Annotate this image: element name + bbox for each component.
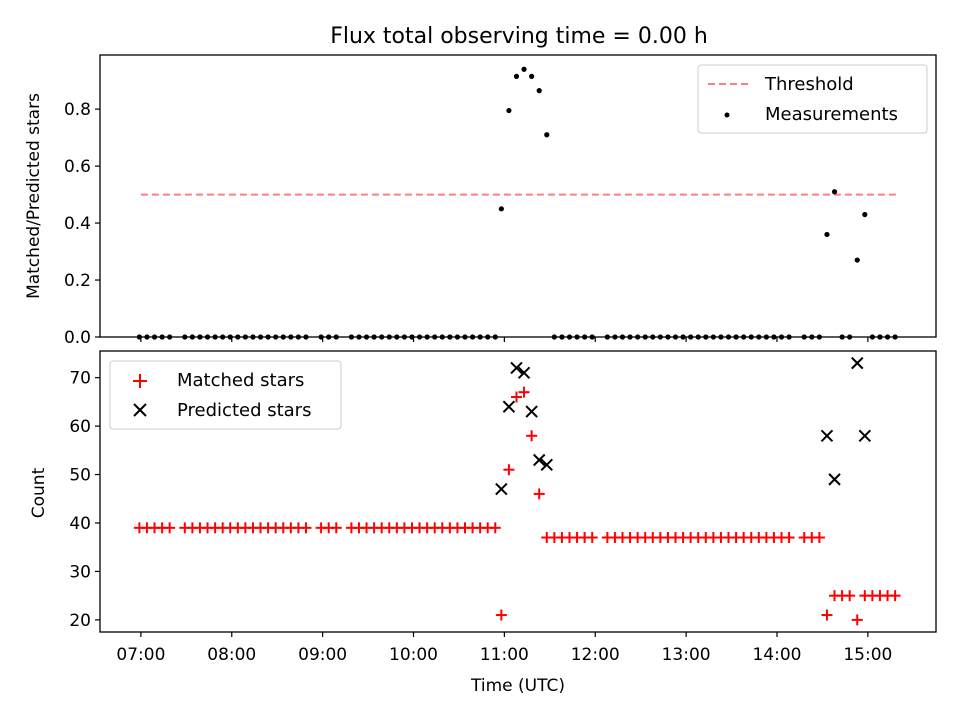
matched-star-point [783,532,795,544]
bottom-y-tick-label: 50 [69,466,91,486]
top-axes-frame [99,54,937,338]
matched-star-point [510,391,522,403]
bottom-legend-box [109,360,342,430]
measurement-point [831,189,838,195]
bottom-axes-frame [99,350,937,633]
top-y-tick-label: 0.0 [64,328,91,348]
matched-star-point [495,609,507,621]
x-tick-label: 07:00 [116,645,165,665]
bottom-y-axis: 20 30 40 50 60 70 [69,369,100,631]
predicted-star-point [495,482,508,496]
legend-matched-marker [133,374,147,388]
measurement-point [498,206,504,212]
predicted-star-point [828,473,841,486]
bottom-y-tick-label: 70 [69,369,91,389]
top-y-tick-label: 0.4 [64,214,91,234]
matched-star-point [533,488,545,500]
x-tick-label: 08:00 [207,645,256,665]
top-x-ticks [140,337,869,342]
x-tick-label: 14:00 [752,645,801,665]
measurement-point [862,211,868,218]
measurement-point [521,66,527,72]
matched-star-point [164,522,176,534]
bottom-legend: Matched stars Predicted stars [109,360,342,430]
legend-matched-label: Matched stars [177,370,304,391]
predicted-star-point [517,366,531,380]
matched-star-point [330,522,342,534]
bottom-y-tick-label: 30 [69,562,91,582]
x-tick-label: 09:00 [298,645,347,665]
top-panel: 0.00.20.40.60.8 Matched/Predicted stars … [24,54,937,348]
legend-threshold-label: Threshold [764,74,854,95]
bottom-y-axis-label: Count [29,467,49,518]
measurement-point [536,88,542,94]
x-axis: 07:00 08:00 09:00 10:00 11:00 12:00 13:00 14:00… [116,632,892,665]
x-tick-label: 10:00 [389,645,438,665]
top-y-axis: 0.0 0.2 0.4 0.6 0.8 [64,100,100,348]
bottom-panel: 07:00 08:00 09:00 10:00 11:00 12:00 13:00 14:00… [29,350,937,696]
measurement-point [544,132,550,138]
top-y-tick-label: 0.2 [64,271,91,291]
predicted-star-point [858,429,872,442]
matched-star-point [844,590,856,602]
matched-star-point [518,386,530,398]
x-tick-label: 12:00 [571,645,620,665]
predicted-star-point [851,356,864,370]
matched-star-point [586,532,598,544]
legend-measurements-label: Measurements [765,104,898,125]
predicted-star-point [540,458,553,472]
predicted-star-point [525,405,538,418]
top-y-tick-label: 0.8 [64,100,91,120]
matched-star-point [889,590,901,602]
bottom-y-tick-label: 20 [69,611,91,631]
top-y-tick-label: 0.6 [64,157,91,177]
predicted-star-point [510,361,523,375]
chart-title: Flux total observing time = 0.00 h [330,24,708,49]
x-tick-label: 15:00 [843,645,892,665]
measurement-point [854,257,860,263]
matched-star-point [503,464,515,476]
matched-star-point [813,532,825,544]
measurement-point [506,107,512,114]
predicted-star-point [532,453,546,467]
legend-predicted-marker [133,403,147,417]
measurement-point [529,73,535,79]
legend-measurement-marker [724,112,730,118]
predicted-star-point [820,429,834,442]
x-tick-label: 13:00 [662,645,711,665]
legend-predicted-label: Predicted stars [177,400,311,421]
bottom-y-tick-label: 40 [69,514,91,534]
top-legend-box [697,64,928,134]
top-legend: Threshold Measurements [697,64,928,134]
measurement-point [824,231,830,238]
matched-star-point [526,430,538,442]
x-axis-label: Time (UTC) [470,676,565,696]
matched-star-point [821,609,833,621]
matched-star-point [851,614,863,626]
top-y-axis-label: Matched/Predicted stars [24,93,44,299]
matched-star-point [300,522,312,534]
matched-star-point [489,522,501,534]
measurement-point [513,73,520,79]
bottom-y-tick-label: 60 [69,417,91,437]
bottom-plot-area [133,356,901,626]
x-tick-label: 11:00 [480,645,529,665]
predicted-star-point [502,400,516,413]
